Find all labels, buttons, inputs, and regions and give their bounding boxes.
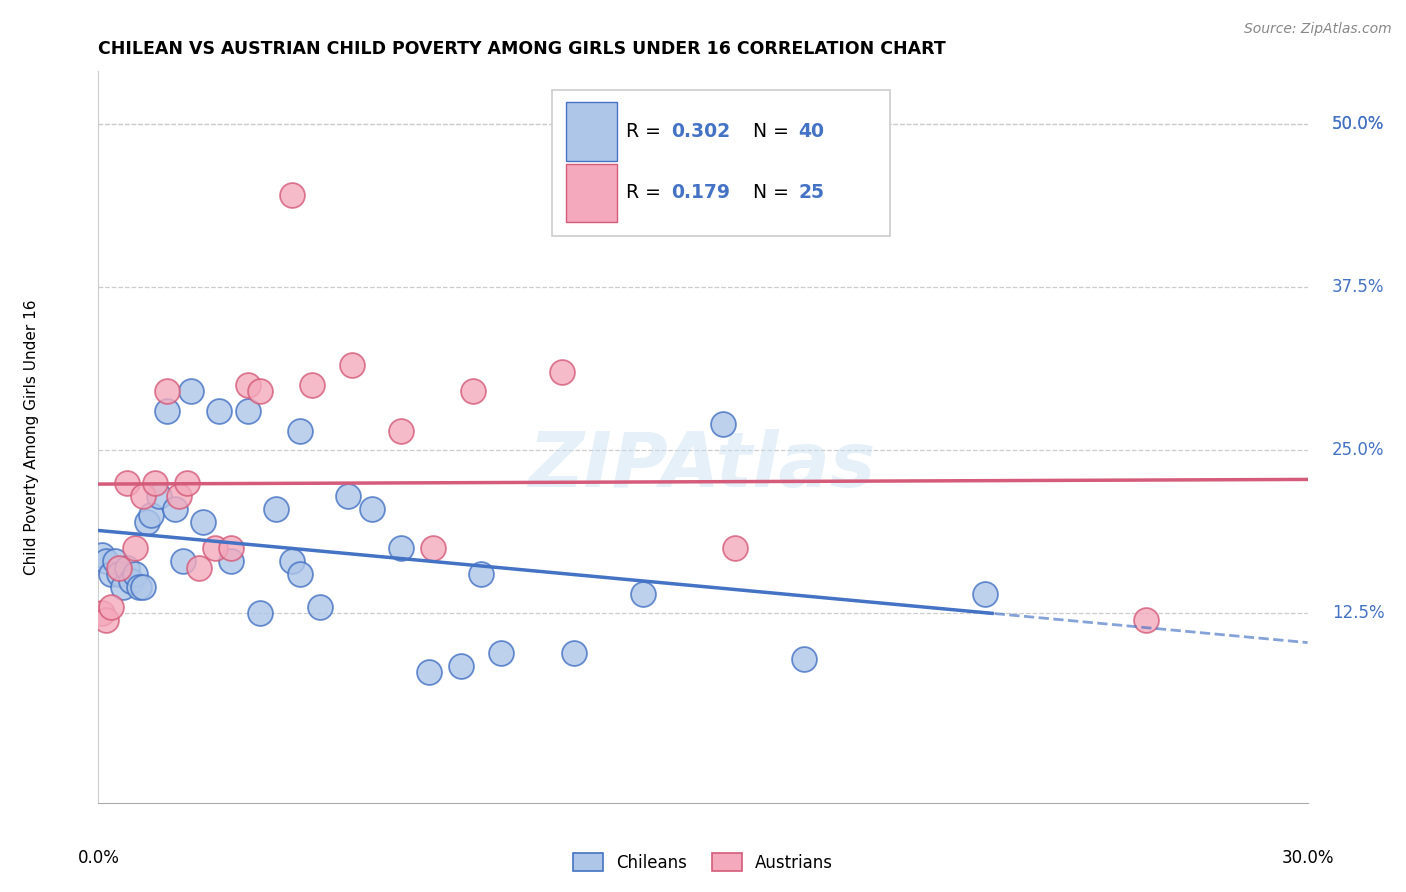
Text: N =: N = (752, 122, 789, 141)
Point (208, 404, 231, 418)
Point (288, 567, 311, 582)
Point (107, 567, 129, 582)
Point (167, 489, 190, 503)
Text: ZIPAtlas: ZIPAtlas (529, 429, 877, 503)
Point (96, 613, 118, 627)
Text: 30.0%: 30.0% (1281, 848, 1334, 866)
Point (361, 502, 384, 516)
Text: N =: N = (752, 183, 789, 202)
Point (631, 587, 654, 601)
Point (236, 377, 259, 392)
Text: 0.302: 0.302 (672, 122, 731, 141)
Point (128, 580, 150, 594)
Point (342, 358, 364, 372)
Text: 12.5%: 12.5% (1331, 605, 1385, 623)
Point (470, 567, 492, 582)
Point (221, 554, 243, 568)
Point (249, 607, 271, 621)
Point (1135, 613, 1157, 627)
Point (132, 489, 155, 503)
FancyBboxPatch shape (567, 163, 617, 222)
Point (172, 554, 194, 568)
Point (450, 658, 472, 673)
Point (163, 502, 186, 516)
Point (281, 554, 304, 568)
Point (124, 567, 146, 582)
Point (422, 541, 444, 555)
Point (249, 384, 271, 399)
Point (96, 554, 118, 568)
Point (389, 541, 412, 555)
Point (115, 475, 138, 490)
Point (107, 560, 129, 574)
Point (236, 404, 259, 418)
Text: R =: R = (626, 183, 661, 202)
Point (389, 424, 412, 438)
Text: Child Poverty Among Girls Under 16: Child Poverty Among Girls Under 16 (24, 300, 39, 574)
Point (288, 424, 311, 438)
Legend: Chileans, Austrians: Chileans, Austrians (567, 847, 839, 879)
FancyBboxPatch shape (551, 89, 890, 235)
Point (463, 384, 485, 399)
Point (120, 574, 142, 588)
Text: R =: R = (626, 122, 661, 141)
Point (91, 548, 114, 562)
Point (221, 541, 243, 555)
Point (176, 475, 198, 490)
Point (100, 567, 122, 582)
Point (418, 665, 440, 680)
Point (156, 404, 179, 418)
Text: 37.5%: 37.5% (1331, 278, 1385, 296)
Point (793, 652, 815, 666)
Point (111, 580, 134, 594)
Point (301, 377, 323, 392)
Point (193, 515, 215, 529)
Point (132, 580, 155, 594)
Point (491, 646, 513, 660)
Point (156, 384, 179, 399)
Point (264, 502, 287, 516)
Text: 0.0%: 0.0% (77, 848, 120, 866)
Text: 0.179: 0.179 (672, 183, 731, 202)
Text: 40: 40 (799, 122, 824, 141)
Point (124, 541, 146, 555)
Point (115, 560, 138, 574)
Point (139, 508, 162, 523)
Point (135, 515, 157, 529)
Point (103, 554, 125, 568)
Point (204, 541, 226, 555)
Text: 50.0%: 50.0% (1331, 114, 1384, 133)
Point (91, 607, 114, 621)
Point (724, 541, 747, 555)
Text: 50.0%: 50.0% (1331, 114, 1384, 133)
Point (974, 587, 997, 601)
Point (337, 489, 360, 503)
Point (309, 599, 332, 614)
Text: 25.0%: 25.0% (1331, 442, 1385, 459)
Text: CHILEAN VS AUSTRIAN CHILD POVERTY AMONG GIRLS UNDER 16 CORRELATION CHART: CHILEAN VS AUSTRIAN CHILD POVERTY AMONG … (98, 40, 946, 58)
Point (143, 475, 166, 490)
Point (148, 489, 170, 503)
Text: 25: 25 (799, 183, 824, 202)
Point (188, 560, 211, 574)
Point (281, 188, 304, 202)
Text: Source: ZipAtlas.com: Source: ZipAtlas.com (1244, 22, 1392, 37)
Point (100, 599, 122, 614)
Point (711, 417, 734, 431)
FancyBboxPatch shape (567, 103, 617, 161)
Point (180, 384, 202, 399)
Point (551, 365, 574, 379)
Point (562, 646, 585, 660)
